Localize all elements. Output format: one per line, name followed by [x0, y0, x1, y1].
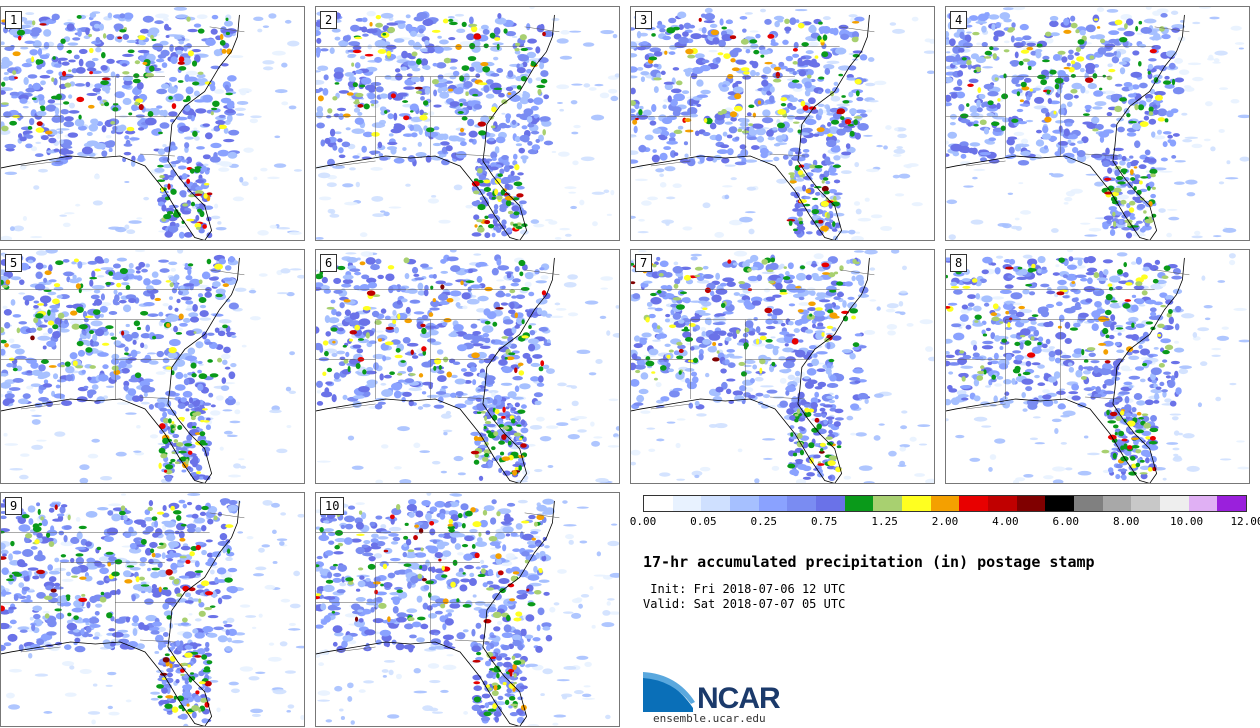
member-label: 1: [5, 11, 23, 29]
precip-map: [1, 250, 304, 483]
member-panel-4: 4: [945, 6, 1250, 241]
colorbar-tick-label: 0.00: [629, 515, 657, 528]
precip-field: [1, 7, 303, 240]
member-panel-6: 6: [315, 249, 620, 484]
member-panel-5: 5: [0, 249, 305, 484]
precip-field: [1, 493, 304, 726]
colorbar-swatch: [959, 496, 989, 511]
precip-field: [631, 7, 934, 240]
init-time: Init: Fri 2018-07-06 12 UTC: [643, 582, 846, 596]
precip-map: [1, 493, 304, 726]
member-label: 5: [5, 254, 23, 272]
member-label: 7: [635, 254, 653, 272]
member-panel-2: 2: [315, 6, 620, 241]
precip-map: [946, 250, 1249, 483]
colorbar-swatch: [1045, 496, 1075, 511]
colorbar-swatch: [1188, 496, 1218, 511]
precip-field: [316, 493, 619, 726]
member-panel-10: 10: [315, 492, 620, 727]
colorbar-swatch: [644, 496, 673, 511]
member-panel-7: 7: [630, 249, 935, 484]
member-label: 8: [950, 254, 968, 272]
precip-map: [316, 493, 619, 726]
member-label: 9: [5, 497, 23, 515]
precip-map: [1, 7, 304, 240]
precip-field: [1, 250, 304, 483]
precip-field: [316, 250, 619, 483]
colorbar-swatch: [730, 496, 759, 511]
colorbar-swatch: [873, 496, 903, 511]
member-panel-9: 9: [0, 492, 305, 727]
member-panel-3: 3: [630, 6, 935, 241]
precip-map: [946, 7, 1249, 240]
colorbar-swatch: [844, 496, 874, 511]
member-label: 6: [320, 254, 338, 272]
plot-title: 17-hr accumulated precipitation (in) pos…: [643, 553, 1095, 571]
colorbar-tick-label: 4.00: [992, 515, 1019, 528]
colorbar-tick-label: 6.00: [1052, 515, 1080, 528]
member-label: 2: [320, 11, 338, 29]
colorbar-tick-label: 0.05: [690, 515, 717, 528]
member-label: 3: [635, 11, 653, 29]
colorbar-tick-label: 8.00: [1112, 515, 1140, 528]
precip-field: [946, 250, 1249, 483]
ncar-logo-icon: [643, 672, 695, 712]
precip-field: [316, 7, 619, 240]
precip-field: [946, 7, 1249, 240]
colorbar-swatch: [758, 496, 788, 511]
colorbar-swatch: [672, 496, 702, 511]
colorbar-swatch: [902, 496, 931, 511]
colorbar-swatch: [1131, 496, 1161, 511]
logo-wordmark: NCAR: [697, 682, 781, 715]
valid-time: Valid: Sat 2018-07-07 05 UTC: [643, 597, 846, 611]
colorbar-swatch: [988, 496, 1017, 511]
member-panel-8: 8: [945, 249, 1250, 484]
colorbar-tick-label: 12.00: [1230, 515, 1260, 528]
colorbar-tick-label: 1.25: [871, 515, 898, 528]
colorbar-tick-label: 0.25: [750, 515, 778, 528]
colorbar-tick-label: 0.75: [810, 515, 838, 528]
colorbar-tick-label: 10.00: [1170, 515, 1204, 528]
colorbar-swatch: [701, 496, 731, 511]
logo-url: ensemble.ucar.edu: [653, 712, 766, 725]
colorbar-swatch: [787, 496, 817, 511]
colorbar-swatch: [1160, 496, 1189, 511]
colorbar-swatch: [1016, 496, 1046, 511]
colorbar-swatch: [930, 496, 960, 511]
precip-colorbar: [643, 495, 1247, 512]
precip-map: [316, 7, 619, 240]
member-label: 10: [320, 497, 345, 515]
precip-map: [631, 7, 934, 240]
colorbar-swatch: [1074, 496, 1103, 511]
precip-field: [631, 250, 934, 483]
member-panel-1: 1: [0, 6, 305, 241]
colorbar-swatch: [816, 496, 845, 511]
precip-map: [631, 250, 934, 483]
colorbar-swatch: [1217, 496, 1247, 511]
precip-map: [316, 250, 619, 483]
colorbar-tick-label: 2.00: [931, 515, 959, 528]
member-label: 4: [950, 11, 968, 29]
colorbar-swatch: [1102, 496, 1132, 511]
